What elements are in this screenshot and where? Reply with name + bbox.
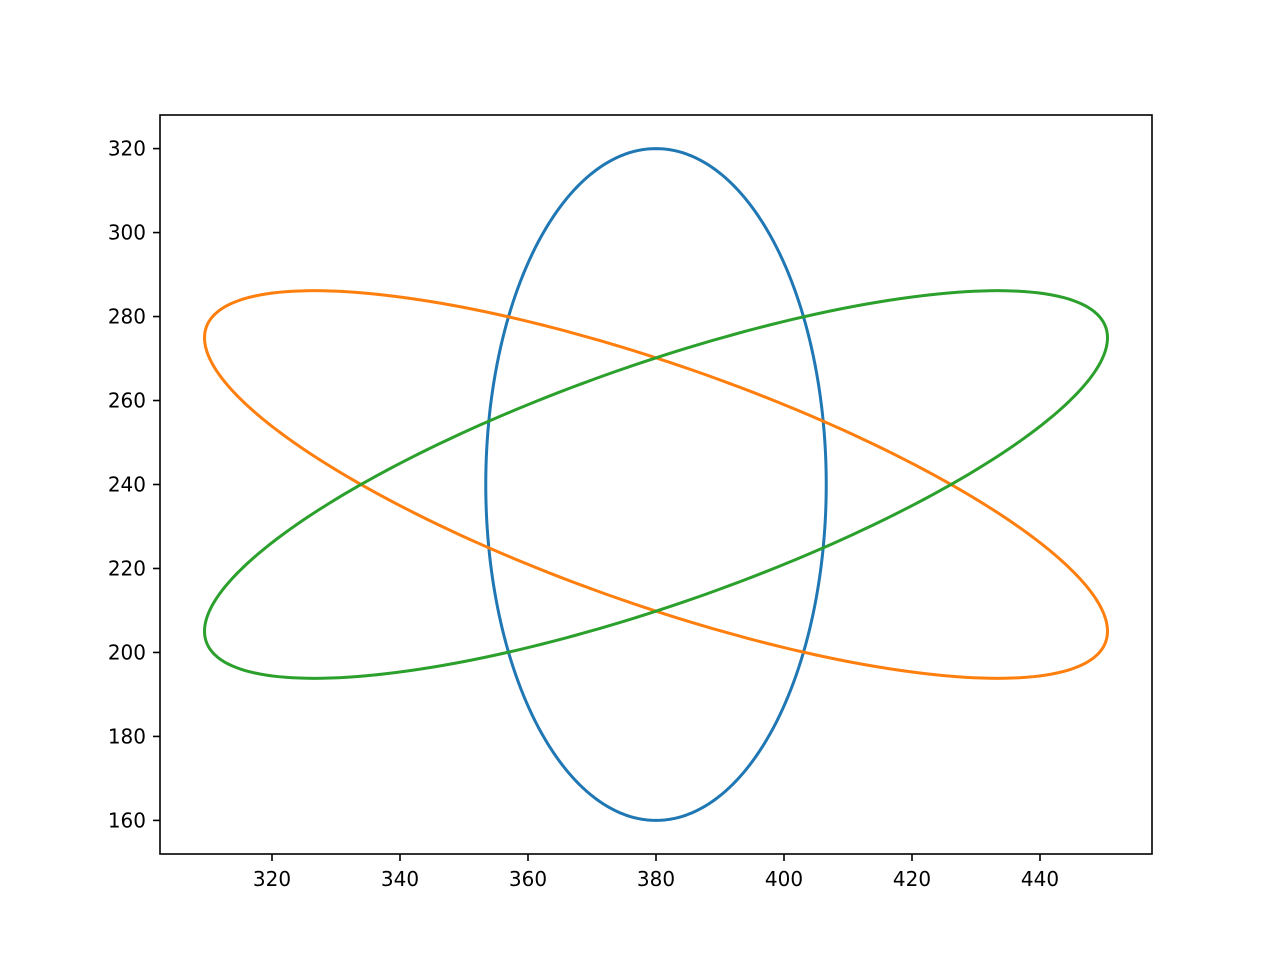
x-tick-label: 340 (381, 867, 419, 891)
series-ellipse-1 (484, 147, 828, 822)
y-tick-label: 320 (108, 137, 146, 161)
x-tick-label: 400 (765, 867, 803, 891)
plot-area (203, 147, 1109, 822)
series-ellipse-2 (203, 289, 1109, 680)
y-tick-label: 300 (108, 221, 146, 245)
axes-frame (159, 114, 1153, 855)
y-tick-label: 200 (108, 640, 146, 664)
y-tick-label: 220 (108, 556, 146, 580)
y-tick-label: 280 (108, 305, 146, 329)
x-tick-label: 320 (253, 867, 291, 891)
y-tick-label: 180 (108, 724, 146, 748)
y-tick-label: 160 (108, 808, 146, 832)
y-tick-label: 240 (108, 473, 146, 497)
series-ellipse-3 (203, 289, 1109, 680)
x-tick-label: 420 (893, 867, 931, 891)
x-tick-label: 440 (1021, 867, 1059, 891)
x-axis: 320 340 360 380 400 420 440 (253, 854, 1059, 891)
y-tick-label: 260 (108, 389, 146, 413)
y-axis: 160 180 200 220 240 260 280 300 320 (108, 137, 160, 832)
x-tick-label: 360 (509, 867, 547, 891)
x-tick-label: 380 (637, 867, 675, 891)
